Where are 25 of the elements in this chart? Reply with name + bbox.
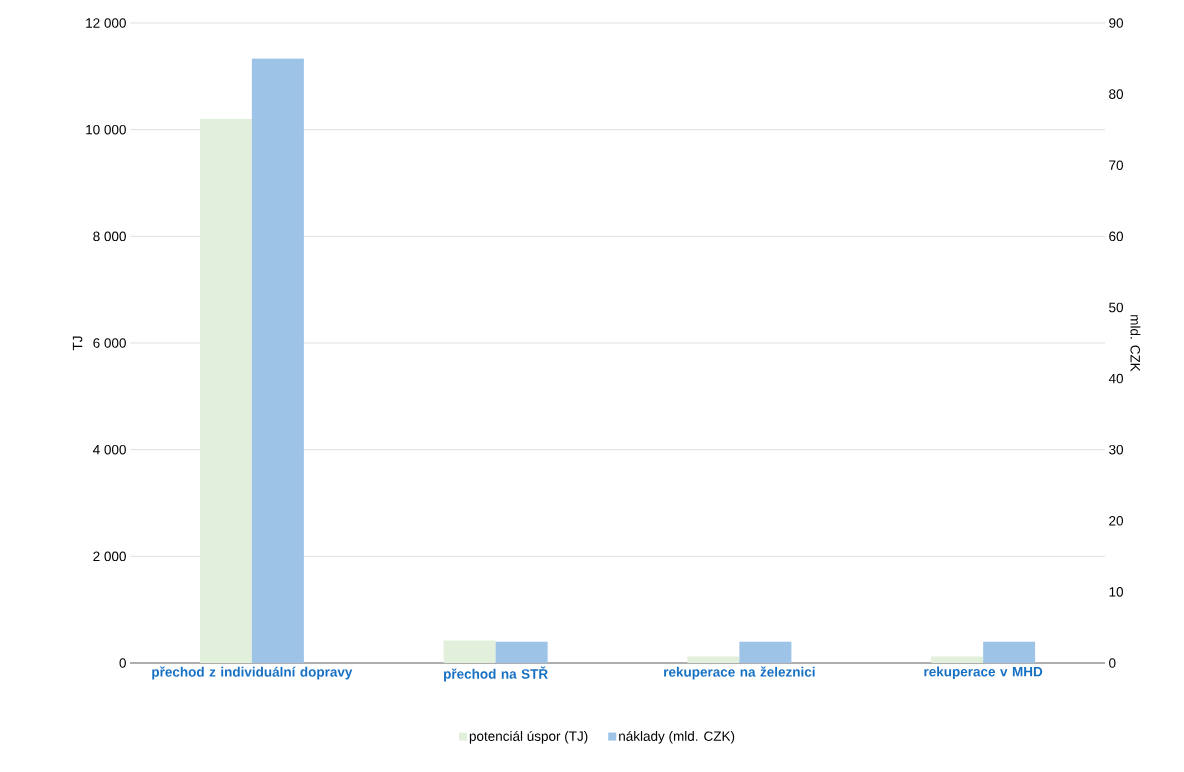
x-tick-label: rekuperace v MHD <box>924 666 1043 680</box>
y2-tick-label: 10 <box>1109 587 1124 597</box>
y-tick-label: 12 000 <box>86 18 126 28</box>
y2-axis-title: mld. CZK <box>1130 315 1141 372</box>
y2-tick-label: 30 <box>1109 444 1124 455</box>
y-axis-title: TJ <box>72 336 83 351</box>
x-tick-label: přechod na STŘ <box>444 666 548 682</box>
y-tick-label: 4 000 <box>93 444 126 455</box>
y2-tick-label: 90 <box>1109 18 1124 28</box>
y-tick-label: 6 000 <box>93 338 126 348</box>
y2-tick-label: 20 <box>1109 516 1124 526</box>
y2-tick-label: 70 <box>1109 160 1124 170</box>
x-tick-label: rekuperace na železnici <box>664 666 815 680</box>
y2-tick-label: 40 <box>1108 373 1124 384</box>
y-tick-label: 8 000 <box>93 231 126 242</box>
y2-tick-label: 50 <box>1109 302 1124 313</box>
y-tick-label: 2 000 <box>93 551 126 562</box>
x-tick-label: přechod z individuální dopravy <box>152 666 353 680</box>
legend-label: potenciál úspor (TJ) <box>469 730 588 744</box>
y2-tick-label: 80 <box>1109 89 1124 99</box>
y-tick-label: 10 000 <box>86 124 126 135</box>
y2-tick-label: 60 <box>1109 231 1124 242</box>
y-tick-label: 0 <box>119 658 126 668</box>
legend-label: náklady (mld. CZK) <box>619 730 735 744</box>
y2-tick-label: 0 <box>1109 658 1116 668</box>
